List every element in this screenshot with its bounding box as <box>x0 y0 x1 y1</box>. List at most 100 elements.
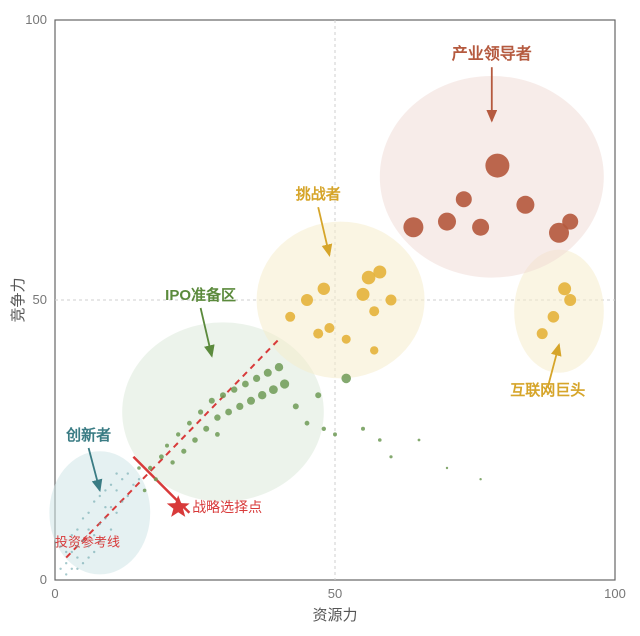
data-point <box>324 323 334 333</box>
data-point <box>264 369 272 377</box>
data-point <box>82 517 84 519</box>
data-point <box>357 288 370 301</box>
data-point <box>115 489 117 491</box>
data-point <box>59 568 61 570</box>
data-point <box>115 512 117 514</box>
data-point <box>342 335 351 344</box>
data-point <box>82 562 84 564</box>
data-point <box>176 432 180 436</box>
data-point <box>65 562 67 564</box>
y-axis-label: 竞争力 <box>9 277 27 322</box>
data-point <box>165 444 169 448</box>
data-point <box>315 392 321 398</box>
strategy-label: 战略选择点 <box>192 499 262 515</box>
chart-container: 投资参考线战略选择点创新者IPO准备区挑战者互联网巨头产业领导者05010005… <box>0 0 640 636</box>
data-point <box>76 568 78 570</box>
cluster-label-ipo: IPO准备区 <box>165 286 236 304</box>
data-point <box>82 540 84 542</box>
data-point <box>231 386 237 392</box>
data-point <box>361 427 365 431</box>
data-point <box>247 397 255 405</box>
data-point <box>305 421 310 426</box>
y-tick-label: 50 <box>33 292 47 307</box>
data-point <box>187 421 192 426</box>
data-point <box>93 534 95 536</box>
x-tick-label: 50 <box>328 586 342 601</box>
data-point <box>159 454 164 459</box>
data-point <box>341 374 351 384</box>
data-point <box>148 466 152 470</box>
data-point <box>386 295 397 306</box>
data-point <box>115 472 117 474</box>
cluster-label-challengers: 挑战者 <box>296 185 341 203</box>
data-point <box>516 196 534 214</box>
data-point <box>76 528 78 530</box>
data-point <box>280 379 289 388</box>
data-point <box>548 311 560 323</box>
y-tick-label: 100 <box>25 12 47 27</box>
data-point <box>438 213 456 231</box>
data-point <box>537 328 548 339</box>
data-point <box>253 375 260 382</box>
data-point <box>220 392 226 398</box>
data-point <box>333 432 337 436</box>
cluster-label-innovators: 创新者 <box>65 426 111 444</box>
data-point <box>59 545 61 547</box>
data-point <box>143 489 147 493</box>
data-point <box>209 398 215 404</box>
y-tick-label: 0 <box>40 572 47 587</box>
data-point <box>127 495 129 497</box>
x-tick-label: 100 <box>604 586 626 601</box>
data-point <box>214 414 220 420</box>
data-point <box>242 381 249 388</box>
data-point <box>313 329 323 339</box>
data-point <box>181 449 186 454</box>
chart-svg: 投资参考线战略选择点创新者IPO准备区挑战者互联网巨头产业领导者05010005… <box>0 0 640 636</box>
data-point <box>121 500 123 502</box>
data-point <box>138 478 140 480</box>
data-point <box>215 432 220 437</box>
data-point <box>403 217 423 237</box>
data-point <box>269 385 278 394</box>
data-point <box>76 545 78 547</box>
data-point <box>87 512 89 514</box>
data-point <box>71 534 73 536</box>
data-point <box>71 551 73 553</box>
data-point <box>293 403 299 409</box>
data-point <box>378 438 382 442</box>
data-point <box>446 467 448 469</box>
cluster-halo <box>49 451 150 574</box>
data-point <box>154 477 158 481</box>
data-point <box>99 523 101 525</box>
data-point <box>373 266 386 279</box>
data-point <box>479 478 481 480</box>
data-point <box>203 426 209 432</box>
data-point <box>369 306 379 316</box>
data-point <box>110 528 112 530</box>
data-point <box>389 455 392 458</box>
data-point <box>170 460 174 464</box>
data-point <box>562 214 578 230</box>
data-point <box>370 346 378 354</box>
data-point <box>104 489 106 491</box>
data-point <box>137 466 141 470</box>
data-point <box>236 403 243 410</box>
data-point <box>132 484 134 486</box>
data-point <box>87 545 89 547</box>
data-point <box>65 551 67 553</box>
data-point <box>472 219 489 236</box>
cluster-label-leaders: 产业领导者 <box>452 44 532 63</box>
data-point <box>99 540 101 542</box>
data-point <box>104 517 106 519</box>
data-point <box>275 363 283 371</box>
data-point <box>121 478 123 480</box>
data-point <box>93 500 95 502</box>
data-point <box>258 391 266 399</box>
data-point <box>87 528 89 530</box>
data-point <box>71 568 73 570</box>
data-point <box>285 312 295 322</box>
cluster-label-internet_giants: 互联网巨头 <box>510 382 585 399</box>
data-point <box>198 409 203 414</box>
data-point <box>99 495 101 497</box>
data-point <box>76 556 78 558</box>
